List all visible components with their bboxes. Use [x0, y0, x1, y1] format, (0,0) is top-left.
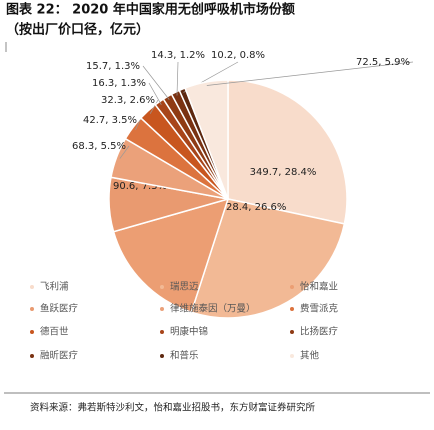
data-label: 14.3, 1.2%: [151, 50, 205, 61]
legend-label: 明康中锦: [170, 326, 208, 338]
legend-marker: [290, 330, 294, 334]
legend-marker: [30, 354, 34, 358]
pie-slice: [112, 197, 230, 314]
legend-label: 瑞思迈: [170, 281, 199, 293]
pie-slice: [227, 79, 348, 225]
data-label: 68.3, 5.5%: [72, 141, 126, 152]
legend-label: 德百世: [40, 326, 69, 338]
data-label: 32.3, 2.6%: [101, 95, 155, 106]
legend-marker: [160, 285, 164, 289]
source: 资料来源：弗若斯特沙利文，怡和嘉业招股书，东方财富证券研究所: [30, 402, 316, 414]
pie-slice: [184, 79, 229, 200]
leader-line: [135, 119, 141, 131]
legend-label: 费雪派克: [300, 303, 339, 315]
data-label: 72.5, 5.9%: [356, 57, 410, 68]
data-label: 42.7, 3.5%: [83, 115, 137, 126]
pie-slice: [190, 198, 346, 319]
legend-label: 律维施泰因（万曼）: [170, 303, 256, 315]
legend-marker: [290, 307, 294, 311]
data-label: 10.2, 0.8%: [211, 50, 265, 61]
legend-marker: [160, 307, 164, 311]
leader-line: [119, 145, 130, 159]
legend-marker: [30, 285, 34, 289]
legend-label: 和普乐: [170, 350, 199, 362]
legend-label: 怡和嘉业: [300, 281, 338, 293]
data-label: 90.6, 7.3%: [113, 181, 167, 192]
legend-marker: [290, 285, 294, 289]
chart-subtitle: （按出厂价口径，亿元）: [6, 22, 149, 38]
leader-line: [148, 82, 162, 105]
legend-label: 融昕医疗: [40, 350, 79, 362]
legend-marker: [290, 354, 294, 358]
data-label: 15.7, 1.3%: [86, 61, 140, 72]
data-label: 16.3, 1.3%: [92, 78, 146, 89]
legend-label: 鱼跃医疗: [40, 303, 79, 315]
legend-label: 比扬医疗: [300, 326, 339, 338]
legend-marker: [30, 330, 34, 334]
chart-title: 图表 22： 2020 年中国家用无创呼吸机市场份额: [6, 2, 295, 18]
legend-label: 其他: [300, 350, 320, 362]
legend-marker: [160, 330, 164, 334]
data-label: 328.4, 26.6%: [220, 202, 287, 213]
leader-line: [142, 65, 170, 100]
legend-marker: [160, 354, 164, 358]
leader-line: [176, 61, 179, 96]
legend-label: 飞利浦: [40, 281, 69, 293]
legend-marker: [30, 307, 34, 311]
leader-line: [206, 61, 414, 86]
data-label: 349.7, 28.4%: [250, 167, 317, 178]
leader-line: [149, 99, 159, 114]
